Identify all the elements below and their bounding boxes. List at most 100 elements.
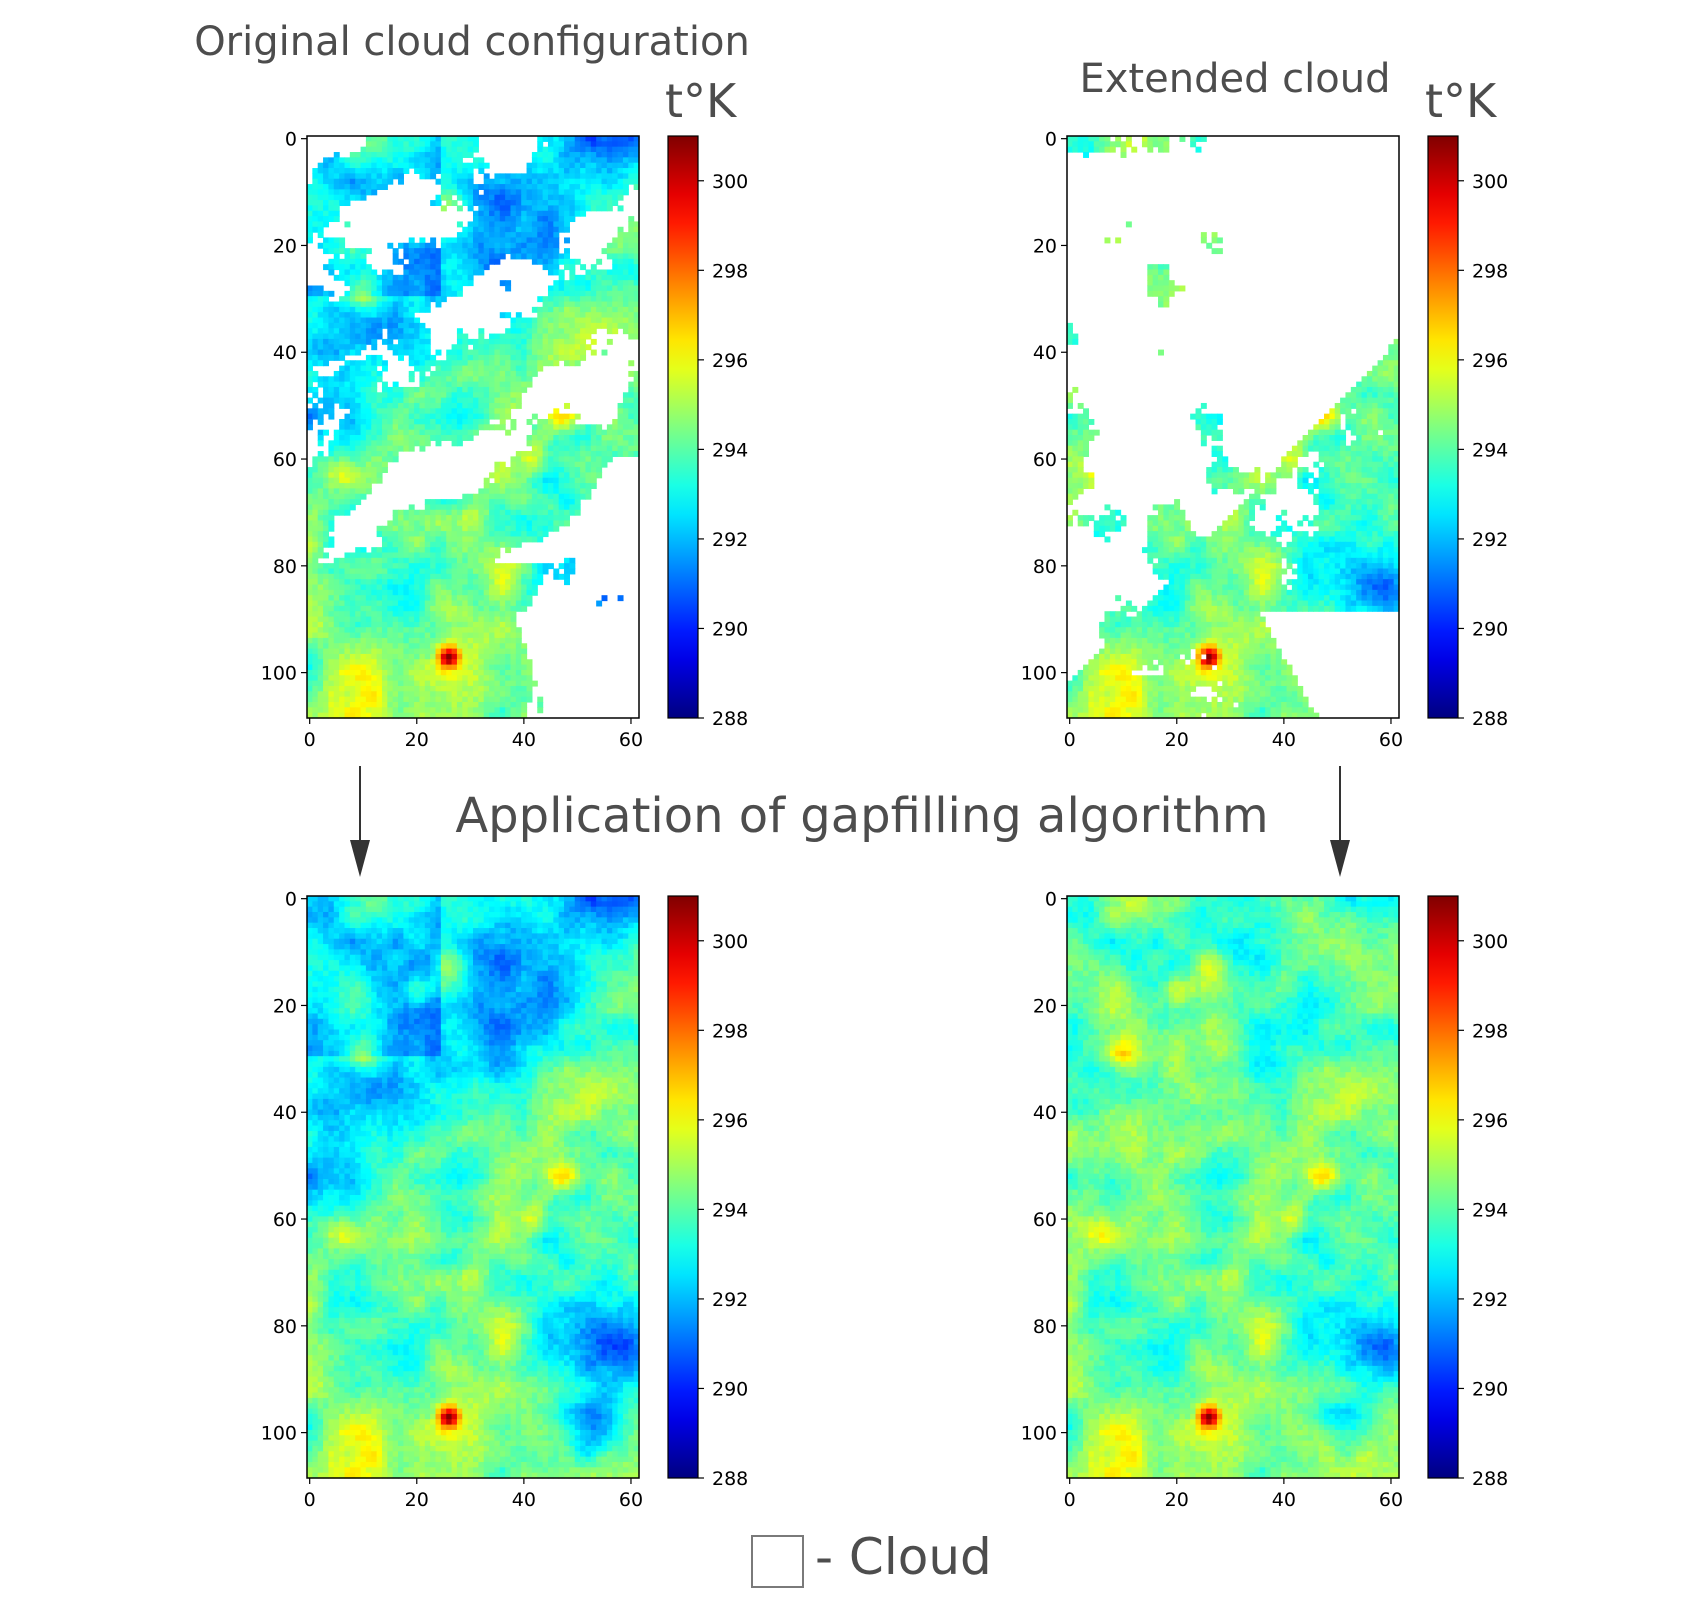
heatmap-cell bbox=[339, 189, 345, 195]
heatmap-cell bbox=[425, 382, 431, 388]
heatmap-cell bbox=[537, 189, 543, 195]
heatmap-cell bbox=[355, 456, 361, 462]
heatmap-cell bbox=[548, 440, 554, 446]
heatmap-cell bbox=[484, 163, 490, 169]
heatmap-cell bbox=[580, 494, 586, 500]
heatmap-cell bbox=[366, 387, 372, 393]
heatmap-cell bbox=[462, 569, 468, 575]
heatmap-cell bbox=[468, 275, 474, 281]
heatmap-cell bbox=[425, 606, 431, 612]
heatmap-cell bbox=[323, 173, 329, 179]
heatmap-cell bbox=[339, 163, 345, 169]
heatmap-cell bbox=[344, 558, 350, 564]
heatmap-cell bbox=[559, 291, 565, 297]
heatmap-cell bbox=[473, 552, 479, 558]
heatmap-cell bbox=[1254, 467, 1260, 473]
heatmap-cell bbox=[548, 510, 554, 516]
heatmap-cell bbox=[532, 574, 538, 580]
heatmap-cell bbox=[473, 686, 479, 692]
heatmap-cell bbox=[468, 355, 474, 361]
heatmap-cell bbox=[607, 286, 613, 292]
heatmap-cell bbox=[414, 547, 420, 553]
heatmap-cell bbox=[516, 515, 522, 521]
heatmap-cell bbox=[628, 291, 634, 297]
heatmap-cell bbox=[457, 665, 463, 671]
heatmap-cell bbox=[596, 168, 602, 174]
heatmap-cell bbox=[393, 350, 399, 356]
heatmap-cell bbox=[409, 563, 415, 569]
heatmap-cell bbox=[484, 382, 490, 388]
heatmap-cell bbox=[1362, 467, 1368, 473]
heatmap-cell bbox=[468, 424, 474, 430]
heatmap-cell bbox=[468, 430, 474, 436]
heatmap-cell bbox=[468, 237, 474, 243]
heatmap-cell bbox=[473, 398, 479, 404]
heatmap-cell bbox=[500, 243, 506, 249]
heatmap-cell bbox=[446, 366, 452, 372]
heatmap-cell bbox=[307, 665, 313, 671]
heatmap-cell bbox=[1356, 440, 1362, 446]
heatmap-cell bbox=[516, 478, 522, 484]
heatmap-cell bbox=[344, 446, 350, 452]
heatmap-cell bbox=[1217, 446, 1223, 452]
heatmap-cell bbox=[596, 141, 602, 147]
heatmap-cell bbox=[398, 414, 404, 420]
heatmap-cell bbox=[580, 339, 586, 345]
heatmap-cell bbox=[452, 403, 458, 409]
heatmap-cell bbox=[361, 446, 367, 452]
heatmap-cell bbox=[1372, 451, 1378, 457]
heatmap-cell bbox=[441, 547, 447, 553]
heatmap-cell bbox=[355, 435, 361, 441]
heatmap-cell bbox=[559, 269, 565, 275]
heatmap-cell bbox=[436, 659, 442, 665]
heatmap-cell bbox=[382, 152, 388, 158]
heatmap-cell bbox=[355, 579, 361, 585]
heatmap-cell bbox=[1212, 462, 1218, 468]
heatmap-cell bbox=[328, 606, 334, 612]
heatmap-cell bbox=[452, 665, 458, 671]
heatmap-cell bbox=[484, 665, 490, 671]
heatmap-cell bbox=[409, 430, 415, 436]
heatmap-cell bbox=[334, 467, 340, 473]
heatmap-cell bbox=[377, 173, 383, 179]
heatmap-cell bbox=[462, 392, 468, 398]
heatmap-cell bbox=[585, 195, 591, 201]
heatmap-cell bbox=[361, 585, 367, 591]
heatmap-cell bbox=[543, 184, 549, 190]
heatmap-cell bbox=[500, 654, 506, 660]
heatmap-cell bbox=[596, 307, 602, 313]
heatmap-cell bbox=[543, 430, 549, 436]
heatmap-cell bbox=[527, 216, 533, 222]
heatmap-cell bbox=[414, 585, 420, 591]
heatmap-cell bbox=[1335, 419, 1341, 425]
heatmap-cell bbox=[414, 552, 420, 558]
heatmap-cell bbox=[532, 563, 538, 569]
heatmap-cell bbox=[403, 617, 409, 623]
heatmap-cell bbox=[548, 136, 554, 142]
heatmap-cell bbox=[569, 296, 575, 302]
heatmap-cell bbox=[307, 526, 313, 532]
heatmap-cell bbox=[548, 291, 554, 297]
heatmap-cell bbox=[398, 681, 404, 687]
heatmap-cell bbox=[516, 488, 522, 494]
heatmap-cell bbox=[478, 195, 484, 201]
heatmap-cell bbox=[510, 360, 516, 366]
heatmap-cell bbox=[553, 323, 559, 329]
heatmap-cell bbox=[382, 558, 388, 564]
heatmap-cell bbox=[323, 617, 329, 623]
heatmap-cell bbox=[532, 318, 538, 324]
heatmap-cell bbox=[1351, 462, 1357, 468]
heatmap-cell bbox=[328, 611, 334, 617]
heatmap-cell bbox=[350, 323, 356, 329]
heatmap-cell bbox=[457, 633, 463, 639]
heatmap-cell bbox=[419, 681, 425, 687]
heatmap-cell bbox=[323, 157, 329, 163]
heatmap-cell bbox=[489, 232, 495, 238]
heatmap-cell bbox=[537, 168, 543, 174]
heatmap-cell bbox=[1329, 456, 1335, 462]
heatmap-cell bbox=[350, 440, 356, 446]
heatmap-cell bbox=[489, 542, 495, 548]
heatmap-cell bbox=[398, 147, 404, 153]
heatmap-cell bbox=[409, 675, 415, 681]
heatmap-cell bbox=[366, 697, 372, 703]
